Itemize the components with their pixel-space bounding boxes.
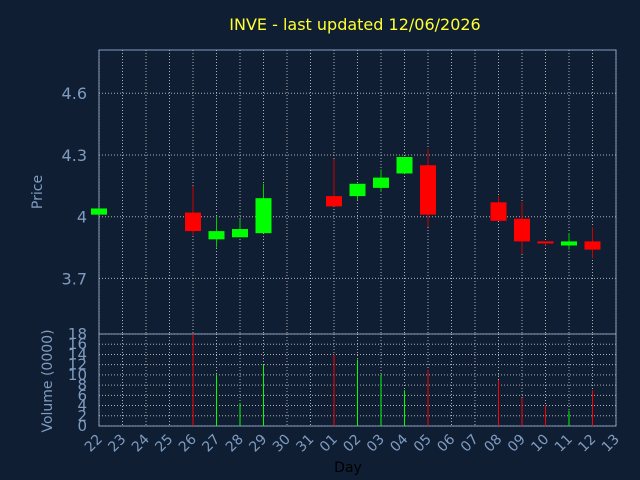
volume-tick-label: 8: [77, 376, 87, 394]
volume-tick-label: 14: [68, 345, 87, 363]
volume-tick-label: 12: [68, 356, 87, 374]
volume-tick-label: 0: [77, 417, 87, 435]
candle-body: [584, 241, 601, 250]
candle-series: [91, 148, 601, 258]
candle-body: [420, 165, 436, 215]
candle-body: [255, 198, 272, 234]
price-tick-labels: 3.7 4 4.3 4.6: [62, 84, 87, 288]
candle-body: [396, 157, 413, 174]
x-axis-title: Day: [334, 460, 362, 476]
price-tick-label: 3.7: [62, 269, 87, 288]
candle-body: [91, 208, 107, 215]
candle-body: [373, 177, 389, 188]
price-tick-label: 4.3: [62, 146, 87, 165]
candle-body: [561, 241, 577, 246]
price-axis-title: Price: [30, 175, 46, 209]
price-tick-label: 4.6: [62, 84, 87, 103]
volume-tick-label: 16: [68, 335, 87, 353]
volume-series: [192, 334, 593, 426]
candle-body: [326, 196, 342, 207]
volume-tick-label: 10: [68, 366, 87, 384]
candle-body: [185, 212, 201, 232]
candle-body: [490, 202, 507, 221]
volume-tick-label: 4: [77, 397, 87, 415]
chart-title: INVE - last updated 12/06/2026: [229, 15, 480, 34]
candle-body: [514, 218, 530, 242]
candle-body: [349, 183, 366, 197]
day-tick-labels: 22 23 24 25 26 27 28 29 30 31 01 02 03 04 05 06 07 08 09 10…: [82, 431, 623, 455]
volume-axis-title: Volume (0000): [40, 329, 56, 432]
candle-body: [232, 229, 248, 238]
price-tick-label: 4: [77, 208, 87, 227]
volume-tick-label: 2: [77, 407, 87, 425]
candle-body: [208, 231, 225, 240]
volume-tick-label: 18: [68, 325, 87, 343]
candle-body: [537, 241, 554, 244]
volume-tick-label: 6: [77, 386, 87, 404]
